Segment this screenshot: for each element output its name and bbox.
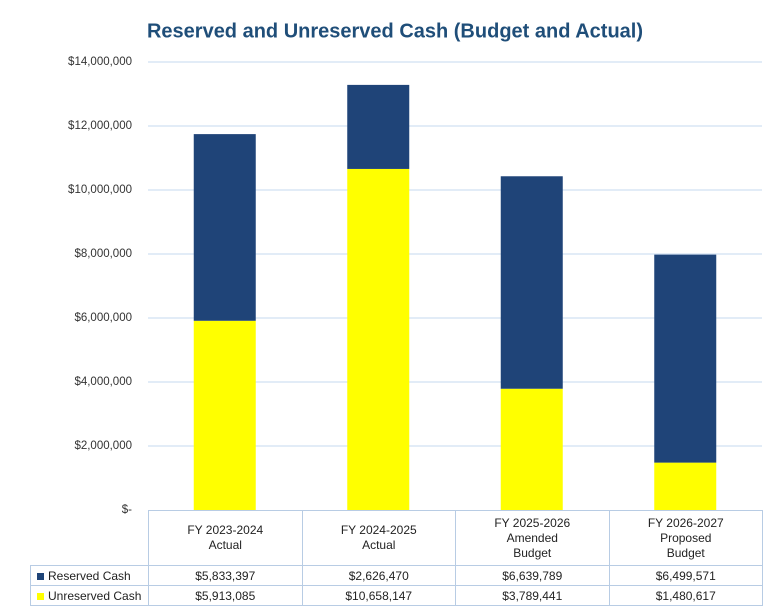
x-tick-label: FY 2024-2025 Actual [301,510,456,566]
data-label: $3,789,441 [455,585,610,606]
legend-entry: Unreserved Cash [30,585,149,606]
legend-key [37,572,44,580]
table-row: Unreserved Cash $5,913,085 $10,658,147 $3,7… [30,585,763,606]
y-tick-label: $4,000,000 [74,376,132,388]
chart-title: Reserved and Unreserved Cash (Budget and… [147,20,643,42]
legend-label: Unreserved Cash [48,588,142,603]
bar-segment [654,254,717,463]
data-label: $1,480,617 [608,585,763,606]
y-tick-label: $- [122,504,132,516]
bar-segment [500,388,563,510]
y-tick-label: $2,000,000 [74,440,132,452]
data-label: $10,658,147 [301,585,456,606]
data-label: $2,626,470 [301,565,456,586]
y-tick-label: $8,000,000 [74,248,132,260]
data-label: $5,833,397 [148,565,303,586]
table-header-row: FY 2023-2024 Actual FY 2024-2025 Actual FY… [30,510,763,566]
x-tick-label: FY 2026-2027 Proposed Budget [608,510,763,566]
legend-label: Reserved Cash [48,568,131,583]
bar-segment [347,84,410,169]
data-table: FY 2023-2024 Actual FY 2024-2025 Actual FY… [30,510,763,606]
data-label: $6,639,789 [455,565,610,586]
x-tick-label: FY 2025-2026 Amended Budget [455,510,610,566]
legend-entry: Reserved Cash [30,565,149,586]
legend-key [37,592,44,600]
bar-segment [347,168,410,510]
bar-segment [193,320,256,510]
bar-segment [500,176,563,389]
y-tick-label: $10,000,000 [68,184,132,196]
data-label: $5,913,085 [148,585,303,606]
table-corner [30,510,149,566]
bar-segment [654,462,717,510]
table-row: Reserved Cash $5,833,397 $2,626,470 $6,639,… [30,565,763,586]
x-tick-label: FY 2023-2024 Actual [148,510,303,566]
data-label: $6,499,571 [608,565,763,586]
y-tick-label: $6,000,000 [74,312,132,324]
y-tick-label: $14,000,000 [68,56,132,68]
bar-segment [193,134,256,321]
y-tick-label: $12,000,000 [68,120,132,132]
